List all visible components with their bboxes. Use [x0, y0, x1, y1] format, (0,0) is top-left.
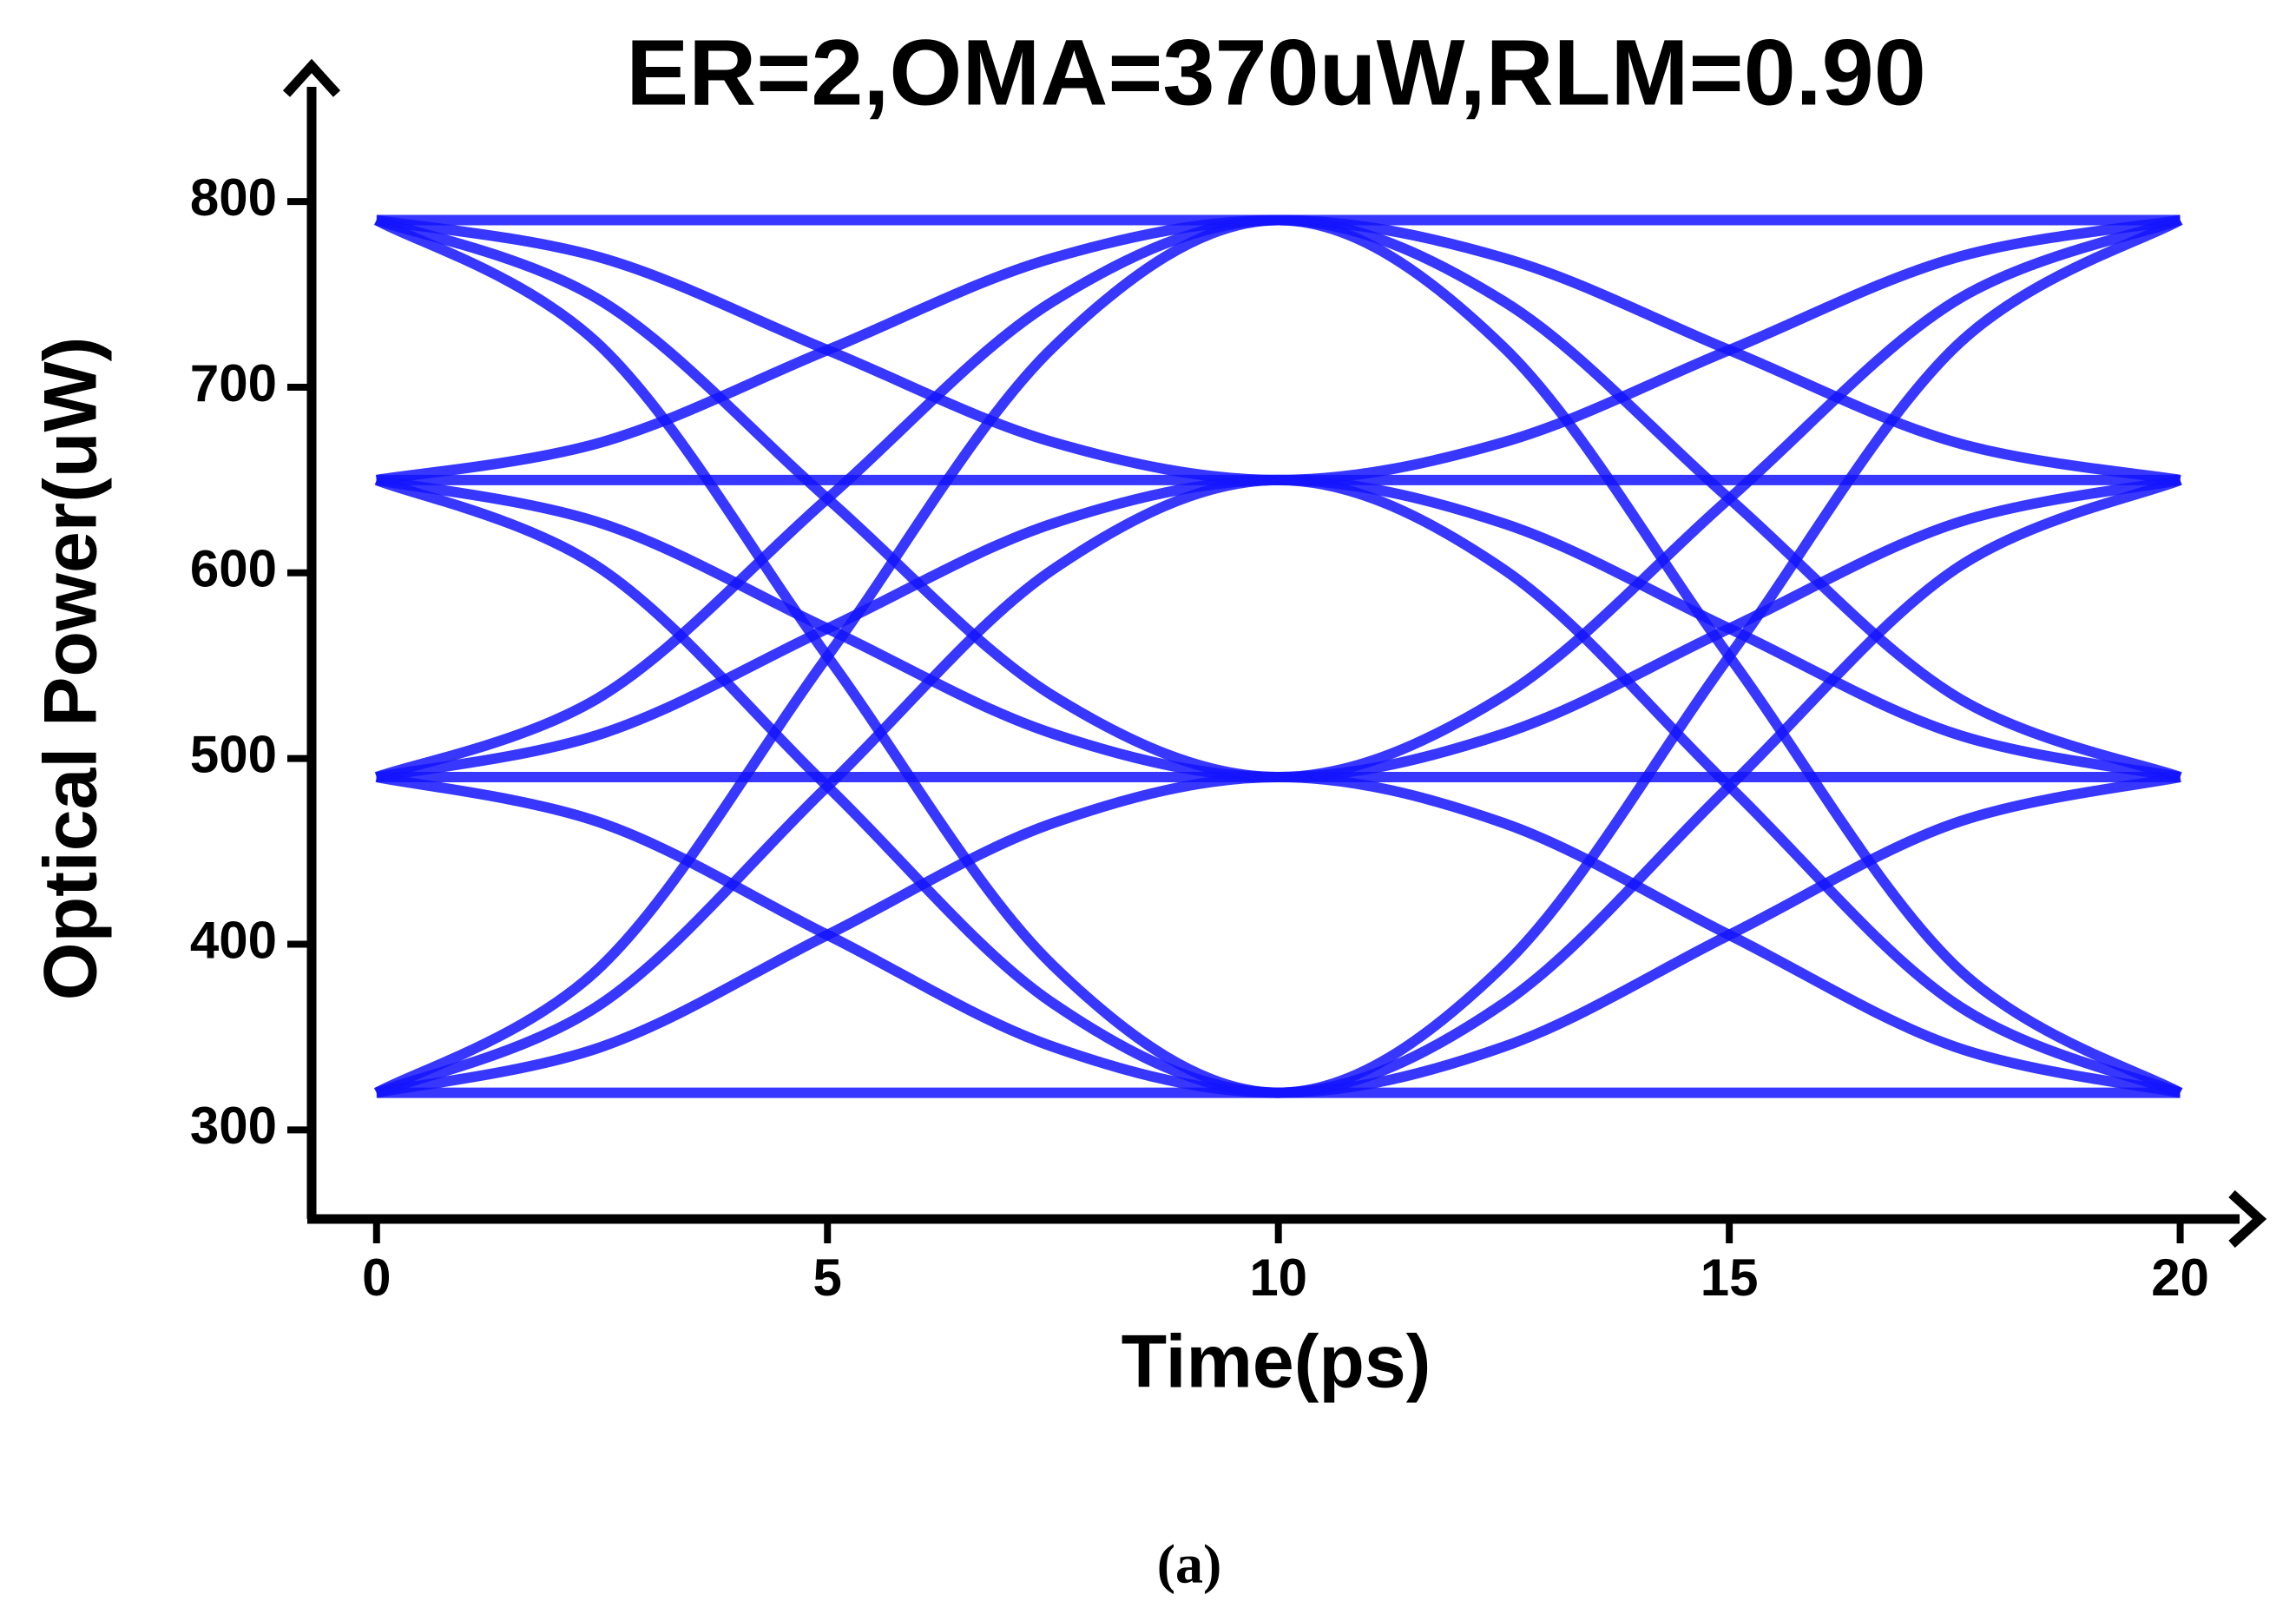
eye-trace: [374, 474, 2182, 1098]
eye-trace: [374, 475, 2182, 1098]
x-tick-label: 15: [1701, 1249, 1759, 1307]
y-tick-label: 400: [190, 911, 277, 969]
x-tick-label: 5: [813, 1249, 842, 1307]
y-tick-label: 800: [190, 168, 277, 227]
eye-trace: [375, 214, 2181, 485]
y-tick-label: 700: [190, 354, 277, 412]
x-tick-label: 20: [2151, 1249, 2209, 1307]
chart-title: ER=2,OMA=370uW,RLM=0.90: [626, 20, 1926, 125]
traces: [373, 214, 2183, 1098]
eye-trace: [375, 474, 2181, 782]
eye-trace: [373, 215, 2183, 1098]
caption: (a): [1157, 1533, 1222, 1595]
eye-trace: [375, 772, 2181, 1098]
y-axis-label: Optical Power(uW): [30, 337, 113, 1000]
y-tick-label: 600: [190, 540, 277, 598]
y-tick-label: 300: [190, 1097, 277, 1155]
x-tick-label: 0: [362, 1249, 391, 1307]
eye-trace: [374, 214, 2182, 782]
eye-trace: [374, 214, 2182, 783]
x-axis-label: Time(ps): [1122, 1321, 1431, 1404]
eye-trace: [375, 474, 2181, 783]
x-tick-label: 10: [1249, 1249, 1307, 1307]
eye-trace: [375, 772, 2181, 1098]
x-arrow: [2228, 1189, 2267, 1249]
eye-trace: [375, 214, 2181, 485]
y-arrow: [282, 58, 341, 97]
y-tick-label: 500: [190, 725, 277, 783]
